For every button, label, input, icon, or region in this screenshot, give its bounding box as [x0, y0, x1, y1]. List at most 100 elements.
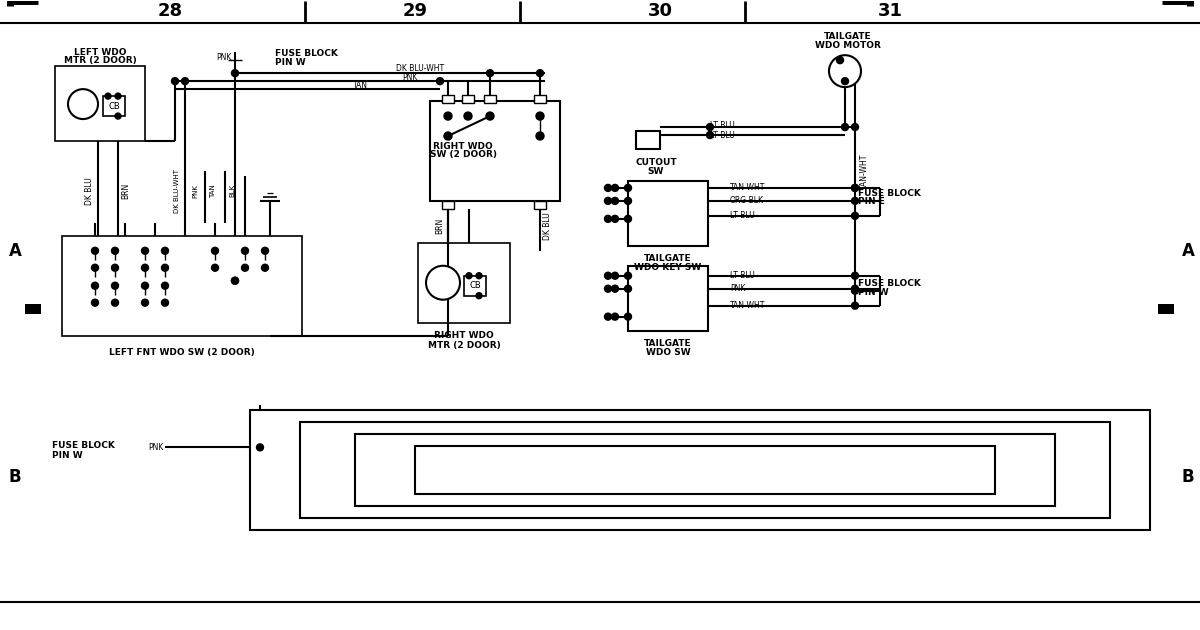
Circle shape	[486, 112, 494, 120]
Bar	[462, 95, 474, 103]
Circle shape	[612, 197, 618, 204]
Bar	[415, 447, 995, 495]
Circle shape	[852, 123, 858, 130]
Bar	[628, 266, 708, 331]
Bar	[628, 181, 708, 246]
Circle shape	[707, 123, 714, 130]
Circle shape	[852, 212, 858, 219]
Circle shape	[142, 248, 149, 255]
Circle shape	[841, 77, 848, 84]
Bar	[534, 95, 546, 103]
Text: BRN: BRN	[436, 218, 444, 234]
Bar	[534, 201, 546, 209]
Circle shape	[852, 185, 858, 192]
Text: LEFT FNT WDO SW (2 DOOR): LEFT FNT WDO SW (2 DOOR)	[109, 348, 254, 357]
Text: PIN E: PIN E	[858, 197, 884, 207]
Circle shape	[466, 273, 472, 278]
Text: SW (2 DOOR): SW (2 DOOR)	[430, 151, 497, 159]
Text: DK BLU-WHT: DK BLU-WHT	[174, 169, 180, 213]
Circle shape	[106, 93, 112, 99]
Bar	[430, 101, 560, 201]
Circle shape	[841, 123, 848, 130]
Bar	[484, 95, 496, 103]
Text: SW: SW	[648, 168, 664, 176]
Circle shape	[612, 215, 618, 222]
Circle shape	[437, 77, 444, 84]
Bar	[103, 96, 125, 116]
Circle shape	[162, 264, 168, 272]
Circle shape	[476, 293, 482, 299]
Text: FUSE BLOCK: FUSE BLOCK	[275, 49, 338, 58]
Circle shape	[68, 89, 98, 119]
Text: PNK: PNK	[402, 72, 418, 82]
Circle shape	[211, 264, 218, 272]
Text: TAN-WHT: TAN-WHT	[730, 301, 766, 310]
Circle shape	[624, 197, 631, 204]
Text: MTR (2 DOOR): MTR (2 DOOR)	[427, 341, 500, 350]
Text: LEFT WDO: LEFT WDO	[73, 48, 126, 57]
Text: PNK: PNK	[730, 284, 745, 293]
Circle shape	[444, 132, 452, 140]
Bar	[355, 435, 1055, 507]
Circle shape	[162, 248, 168, 255]
Circle shape	[536, 70, 544, 77]
Text: LT BLU: LT BLU	[730, 211, 755, 220]
Text: PIN W: PIN W	[52, 451, 83, 460]
Circle shape	[257, 444, 264, 451]
Text: CB: CB	[469, 281, 481, 290]
Text: 30: 30	[648, 3, 672, 20]
Circle shape	[142, 264, 149, 272]
Bar	[25, 304, 41, 314]
Text: A: A	[8, 242, 22, 260]
Text: CUTOUT: CUTOUT	[635, 159, 677, 168]
Bar	[55, 66, 145, 141]
Bar	[636, 131, 660, 149]
Text: PNK: PNK	[148, 443, 163, 452]
Bar	[464, 276, 486, 295]
Text: MTR (2 DOOR): MTR (2 DOOR)	[64, 55, 137, 65]
Text: LT BLU: LT BLU	[710, 130, 734, 139]
Circle shape	[426, 266, 460, 300]
Text: DK BLU: DK BLU	[85, 177, 95, 205]
Circle shape	[836, 57, 844, 64]
Text: FUSE BLOCK: FUSE BLOCK	[52, 441, 115, 450]
Circle shape	[852, 285, 858, 292]
Circle shape	[852, 302, 858, 309]
Circle shape	[91, 282, 98, 289]
Circle shape	[612, 313, 618, 320]
Circle shape	[707, 132, 714, 139]
Text: TAN-WHT: TAN-WHT	[730, 183, 766, 192]
Circle shape	[605, 197, 612, 204]
Circle shape	[605, 272, 612, 279]
Circle shape	[262, 248, 269, 255]
Bar	[442, 201, 454, 209]
Text: B: B	[1182, 468, 1194, 486]
Circle shape	[444, 112, 452, 120]
Text: ORG-BLK: ORG-BLK	[730, 197, 764, 205]
Bar	[62, 236, 302, 336]
Circle shape	[181, 77, 188, 84]
Text: WDO SW: WDO SW	[646, 348, 690, 357]
Circle shape	[162, 282, 168, 289]
Text: PIN W: PIN W	[858, 288, 889, 297]
Circle shape	[605, 313, 612, 320]
Text: TAILGATE: TAILGATE	[644, 255, 692, 263]
Circle shape	[115, 93, 121, 99]
Text: DK BLU-WHT: DK BLU-WHT	[396, 64, 444, 72]
Text: RIGHT WDO: RIGHT WDO	[433, 142, 493, 151]
Circle shape	[476, 273, 482, 278]
Circle shape	[162, 299, 168, 306]
Circle shape	[241, 248, 248, 255]
Circle shape	[112, 264, 119, 272]
Circle shape	[852, 185, 858, 192]
Text: BLK: BLK	[229, 185, 235, 197]
Text: FUSE BLOCK: FUSE BLOCK	[858, 190, 920, 198]
Circle shape	[91, 299, 98, 306]
Circle shape	[232, 277, 239, 284]
Circle shape	[142, 299, 149, 306]
Circle shape	[612, 272, 618, 279]
Circle shape	[624, 313, 631, 320]
Text: DK BLU: DK BLU	[544, 212, 552, 239]
Circle shape	[142, 282, 149, 289]
Text: LT BLU: LT BLU	[730, 272, 755, 280]
